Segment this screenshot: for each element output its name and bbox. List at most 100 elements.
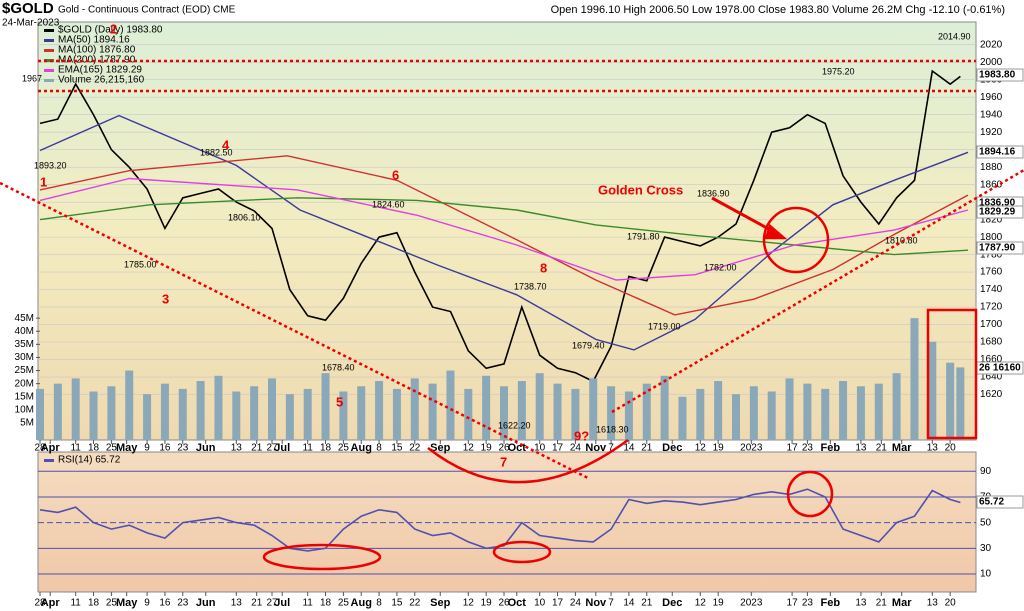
volume-bar (874, 383, 883, 440)
y2-tick-label: 40M (15, 326, 34, 337)
quote: Open 1996.10 High 2006.50 Low 1978.00 Cl… (551, 4, 1005, 16)
value-tag: 1894.16 (979, 147, 1016, 158)
y-tick-label: 1680 (980, 337, 1003, 348)
volume-bar (339, 391, 348, 440)
x-tick-label-rsi: 25 (106, 598, 118, 609)
volume-bar (232, 391, 241, 440)
y-tick-label: 1720 (980, 302, 1003, 313)
legend-label: Volume 26,215,160 (58, 75, 145, 86)
legend-swatch (44, 69, 54, 72)
x-tick-label-rsi: 19 (713, 598, 725, 609)
value-tag: 26 16160 (979, 363, 1021, 374)
x-tick-label: 9 (144, 443, 150, 454)
x-tick-label-rsi: 18 (320, 598, 332, 609)
volume-bar (53, 383, 62, 440)
x-tick-label: Nov (585, 442, 607, 454)
y2-tick-label: 10M (15, 405, 34, 416)
x-tick-label: May (116, 442, 138, 454)
x-tick-label-rsi: Oct (508, 597, 527, 609)
x-tick-label: 21 (641, 443, 653, 454)
annotation: 1719.00 (648, 321, 681, 331)
volume-bar (856, 386, 865, 440)
x-tick-label-rsi: 2023 (740, 598, 763, 609)
value-tag-bg (976, 241, 1024, 255)
x-tick-label: 17 (552, 443, 564, 454)
volume-bar (732, 394, 740, 440)
x-tick-label-rsi: 22 (409, 598, 421, 609)
x-tick-label-rsi: 7 (608, 598, 614, 609)
value-tag: 1983.80 (979, 70, 1016, 81)
x-tick-label: 21 (876, 443, 888, 454)
volume-bar (214, 375, 223, 440)
y-tick-label: 10 (980, 569, 992, 580)
volume-bar (696, 388, 705, 440)
legend-label: MA(50) 1894.16 (58, 35, 130, 46)
x-tick-label-rsi: 21 (251, 598, 263, 609)
x-tick-label: 18 (88, 443, 100, 454)
series-line (39, 69, 961, 383)
y2-tick-label: 45M (15, 313, 34, 324)
x-tick-label: 17 (787, 443, 799, 454)
x-tick-label: 14 (623, 443, 635, 454)
annotation: 9? (574, 428, 589, 443)
y-tick-label: 1920 (980, 127, 1003, 138)
x-tick-label: 20 (945, 443, 957, 454)
annotation: 1893.20 (34, 160, 67, 170)
y-tick-label: 1660 (980, 354, 1003, 365)
x-tick-label: Jul (274, 442, 290, 454)
annotation: 1678.40 (322, 362, 355, 372)
x-tick-label: 26 (498, 443, 510, 454)
volume-bar (250, 386, 259, 440)
volume-bar (160, 383, 169, 440)
legend-swatch (44, 59, 54, 62)
x-tick-label: 18 (320, 443, 332, 454)
value-tag: 1787.90 (979, 243, 1016, 254)
subtitle: Gold - Continuous Contract (EOD) CME (58, 5, 236, 16)
volume-bar (589, 378, 598, 440)
volume-bar (642, 383, 651, 440)
annotation: 4 (222, 137, 230, 152)
x-tick-label-rsi: 20 (945, 598, 957, 609)
annotation: 7 (500, 454, 507, 469)
volume-bar (392, 388, 401, 440)
volume-bar (535, 373, 544, 440)
y-tick-label: 1740 (980, 284, 1003, 295)
y-tick-label: 1700 (980, 319, 1003, 330)
annotation: Golden Cross (598, 182, 683, 197)
volume-bar (357, 386, 366, 440)
x-tick-label-rsi: Nov (585, 597, 607, 609)
x-tick-label-rsi: 25 (338, 598, 350, 609)
annotation: 1810.80 (885, 235, 918, 245)
annotation: 1679.40 (572, 340, 605, 350)
x-tick-label: 25 (338, 443, 350, 454)
y-tick-label: 1760 (980, 267, 1003, 278)
y-tick-label: 1940 (980, 109, 1003, 120)
x-tick-label: Apr (41, 442, 61, 454)
volume-bar (89, 391, 98, 440)
volume-bar (553, 383, 562, 440)
y-tick-label: 1820 (980, 214, 1003, 225)
value-tag: 65.72 (979, 497, 1004, 508)
y2-tick-label: 30M (15, 352, 34, 363)
legend-label: MA(100) 1876.80 (58, 45, 136, 56)
annotation: 3 (162, 291, 169, 306)
volume-bar (428, 383, 437, 440)
x-tick-label: 2023 (740, 443, 763, 454)
x-tick-label-rsi: 11 (70, 598, 81, 609)
volume-bar (767, 391, 776, 440)
y-tick-label: 1620 (980, 389, 1003, 400)
x-tick-label-rsi: Jul (274, 597, 290, 609)
annotation: 1782.00 (704, 262, 737, 272)
x-tick-label-rsi: 19 (481, 598, 493, 609)
y-tick-label: 1800 (980, 232, 1003, 243)
annotation: 1967 (22, 73, 42, 83)
value-tag: 1836.90 (979, 198, 1016, 209)
y-tick-label: 1640 (980, 372, 1003, 383)
x-tick-label: 11 (70, 443, 81, 454)
annotation: 1785.00 (124, 259, 157, 269)
series-line (39, 177, 969, 281)
x-tick-label-rsi: 27 (266, 598, 278, 609)
rsi-panel (37, 451, 977, 593)
annotation: 1618.30 (596, 424, 629, 434)
